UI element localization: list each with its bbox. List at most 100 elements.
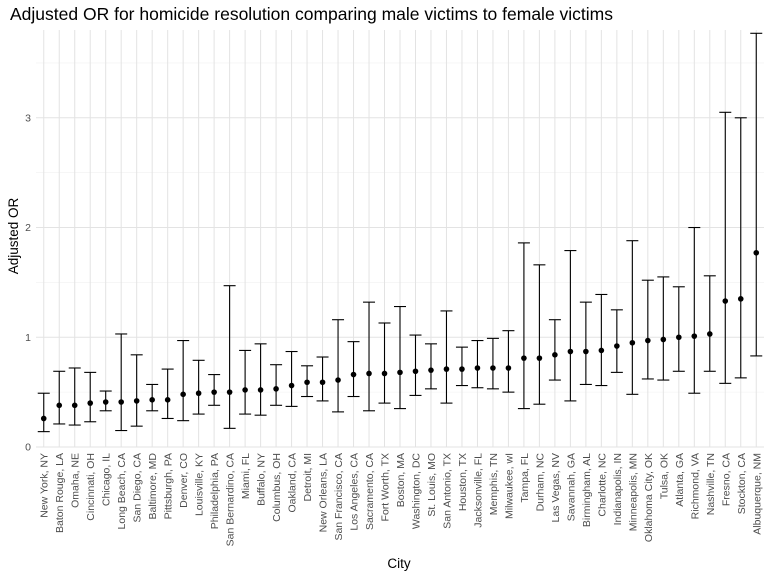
x-tick-label: Las Vegas, NV [550, 453, 562, 522]
x-tick-label: Memphis, TN [488, 453, 500, 515]
x-axis-title: City [387, 556, 410, 571]
data-point [706, 331, 713, 337]
x-tick-label: New York, NY [39, 453, 51, 518]
data-point [645, 337, 651, 344]
x-tick-label: Boston, MA [395, 453, 407, 507]
x-tick-label: Miami, FL [240, 453, 252, 499]
y-tick-label: 3 [25, 112, 31, 124]
data-point [490, 365, 496, 371]
data-point [180, 391, 186, 398]
x-tick-label: Indianapolis, IN [612, 453, 624, 525]
data-point [350, 371, 357, 378]
y-tick-label: 2 [25, 222, 31, 234]
data-point [598, 347, 605, 354]
x-tick-label: Baton Rouge, LA [54, 453, 66, 533]
data-point [614, 343, 620, 349]
x-tick-label: Atlanta, GA [674, 453, 686, 507]
x-tick-label: Tulsa, OK [658, 453, 670, 499]
data-point [381, 370, 388, 377]
y-tick-labels: 0 1 2 3 [25, 112, 31, 453]
x-tick-label: Charlotte, NC [596, 453, 608, 517]
data-point [505, 365, 512, 371]
data-point [459, 366, 465, 372]
x-tick-label: New Orleans, LA [318, 453, 330, 532]
data-point [273, 386, 279, 392]
x-tick-label: Baltimore, MD [147, 453, 159, 520]
data-point [288, 382, 295, 389]
data-point [474, 365, 481, 371]
data-point [737, 296, 744, 302]
data-point [71, 402, 78, 409]
x-tick-label: Washington, DC [410, 453, 422, 529]
x-tick-label: Durham, NC [534, 453, 546, 512]
x-tick-labels: New York, NY Baton Rouge, LA Omaha, NE Cinc… [39, 453, 764, 547]
data-point [242, 387, 248, 393]
data-point [40, 415, 47, 422]
data-point [552, 352, 558, 358]
data-point [521, 355, 527, 361]
data-point [118, 399, 124, 405]
x-tick-label: Jacksonville, FL [472, 453, 484, 528]
x-tick-label: San Antonio, TX [441, 453, 453, 529]
x-tick-label: St. Louis, MO [426, 453, 438, 517]
data-point [56, 402, 63, 409]
x-tick-label: Albuquerque, NM [751, 453, 763, 535]
data-point [226, 389, 233, 395]
data-point [164, 397, 171, 403]
x-tick-label: Savannah, GA [565, 453, 577, 521]
data-point [691, 333, 698, 339]
x-tick-label: Long Beach, CA [116, 453, 128, 529]
data-point [195, 390, 202, 397]
data-point [335, 377, 341, 383]
x-tick-label: Denver, CO [178, 453, 190, 508]
x-tick-label: Fresno, CA [720, 453, 732, 506]
data-point [660, 336, 667, 343]
x-tick-label: San Bernardino, CA [225, 453, 237, 546]
x-tick-label: Stockton, CA [736, 453, 748, 514]
x-tick-label: Columbus, OH [271, 453, 283, 522]
data-point [102, 399, 109, 405]
y-tick-label: 1 [25, 332, 31, 344]
data-point [319, 379, 326, 386]
x-tick-label: Los Angeles, CA [349, 453, 361, 531]
x-tick-label: Buffalo, NY [256, 453, 268, 506]
data-point [133, 398, 140, 404]
data-point [753, 249, 760, 256]
data-point [211, 389, 217, 395]
data-point [366, 370, 372, 377]
x-tick-label: Chicago, IL [101, 453, 113, 506]
x-tick-label: Detroit, MI [302, 453, 314, 501]
x-tick-label: Fort Worth, TX [380, 453, 392, 521]
data-point [397, 369, 403, 376]
x-tick-label: Houston, TX [457, 453, 469, 511]
x-tick-label: Milwaukee, wI [503, 453, 515, 519]
x-tick-label: Tampa, FL [519, 453, 531, 503]
data-point [536, 355, 543, 361]
x-tick-label: San Francisco, CA [333, 453, 345, 541]
x-tick-label: Pittsburgh, PA [163, 453, 175, 519]
x-tick-label: San Diego, CA [132, 453, 144, 522]
data-point [428, 367, 434, 373]
x-tick-label: Cincinnati, OH [85, 453, 97, 521]
data-point [583, 348, 589, 355]
y-tick-label: 0 [25, 442, 31, 454]
data-point [149, 397, 155, 403]
x-tick-label: Minneapolis, MN [627, 453, 639, 531]
data-point [443, 366, 450, 372]
chart-title: Adjusted OR for homicide resolution comp… [10, 4, 613, 24]
x-tick-label: Birmingham, AL [581, 453, 593, 527]
data-point [304, 379, 310, 386]
x-tick-label: Louisville, KY [194, 453, 206, 516]
data-point [257, 387, 264, 393]
x-tick-label: Oklahoma City, OK [643, 453, 655, 542]
x-tick-label: Nashville, TN [705, 453, 717, 515]
data-point [567, 348, 574, 355]
data-point [412, 368, 419, 375]
data-point [87, 400, 94, 406]
data-point [722, 298, 729, 304]
x-tick-label: Oakland, CA [287, 453, 299, 513]
y-axis-title: Adjusted OR [6, 197, 21, 274]
x-tick-label: Philadelphia, PA [209, 453, 221, 529]
x-tick-label: Richmond, VA [689, 453, 701, 519]
